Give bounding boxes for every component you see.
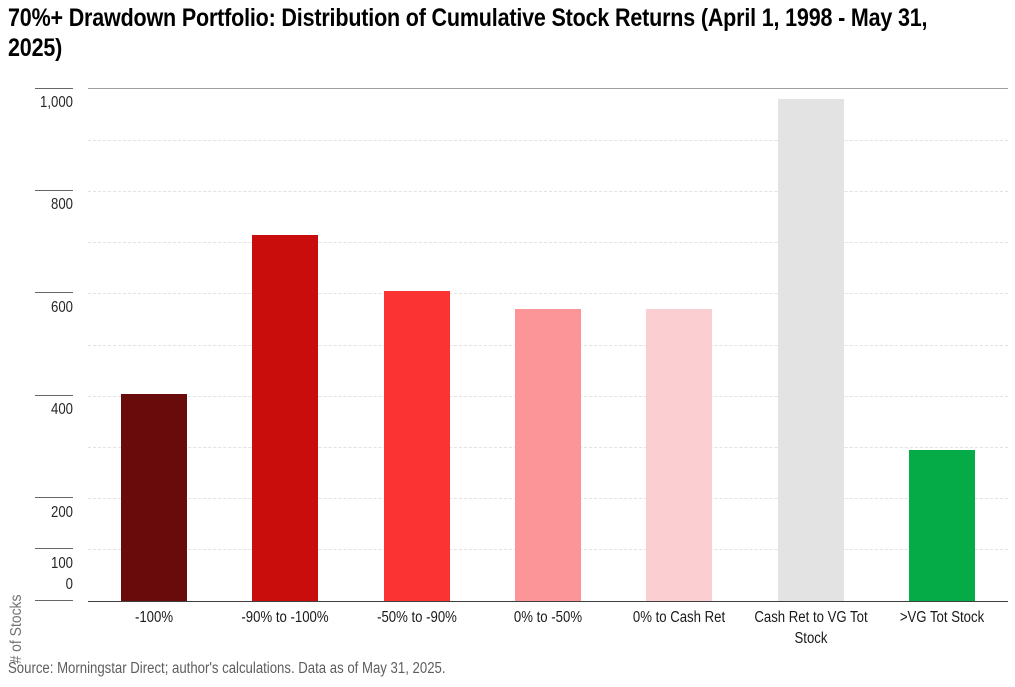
y-tick-line-0 <box>35 599 73 601</box>
y-tick-label-100: 100 <box>51 554 73 572</box>
y-tick-line-600 <box>35 292 73 294</box>
y-tick-line-100 <box>35 548 73 550</box>
x-category-label-7: >VG Tot Stock <box>900 609 985 626</box>
x-category-label-5: 0% to Cash Ret <box>633 609 726 626</box>
y-tick-line-200 <box>35 497 73 499</box>
gridline-600 <box>88 293 1008 295</box>
plot-area <box>88 88 1008 602</box>
y-tick-label-600: 600 <box>51 298 73 316</box>
x-axis: -100% -90% to -100% -50% to -90% 0% to -50%… <box>88 607 1008 653</box>
chart-title: 70%+ Drawdown Portfolio: Distribution of… <box>8 3 1015 63</box>
x-category-label-2: -90% to -100% <box>241 609 329 626</box>
bar-1 <box>120 393 187 601</box>
gridline-700 <box>88 242 1008 244</box>
y-tick-line-800 <box>35 189 73 191</box>
chart-title-line-1: 70%+ Drawdown Portfolio: Distribution of… <box>8 4 928 32</box>
x-category-label-6: Cash Ret to VG Tot Stock <box>754 609 868 647</box>
y-tick-label-400: 400 <box>51 401 73 419</box>
y-tick-label-0: 0 <box>65 576 73 593</box>
bar-6 <box>777 99 844 601</box>
x-category-label-1: -100% <box>134 609 173 626</box>
y-tick-line-1000 <box>35 87 73 89</box>
bar-7 <box>909 449 976 601</box>
y-tick-line-400 <box>35 394 73 396</box>
y-axis: # of Stocks 1,000 800 600 400 200 100 0 <box>0 87 88 664</box>
x-category-label-4: 0% to -50% <box>513 609 583 626</box>
gridline-900 <box>88 139 1008 141</box>
y-tick-label-800: 800 <box>51 196 73 214</box>
bar-4 <box>515 309 581 601</box>
bar-2 <box>252 234 319 601</box>
bar-5 <box>646 309 713 601</box>
source-note: Source: Morningstar Direct; author's cal… <box>8 660 446 677</box>
bar-3 <box>383 291 450 601</box>
chart-title-line-2: 2025) <box>8 34 63 62</box>
y-tick-label-200: 200 <box>51 503 73 521</box>
x-category-label-3: -50% to -90% <box>376 609 457 626</box>
y-tick-label-1000: 1,000 <box>40 94 73 111</box>
gridline-800 <box>88 190 1008 192</box>
